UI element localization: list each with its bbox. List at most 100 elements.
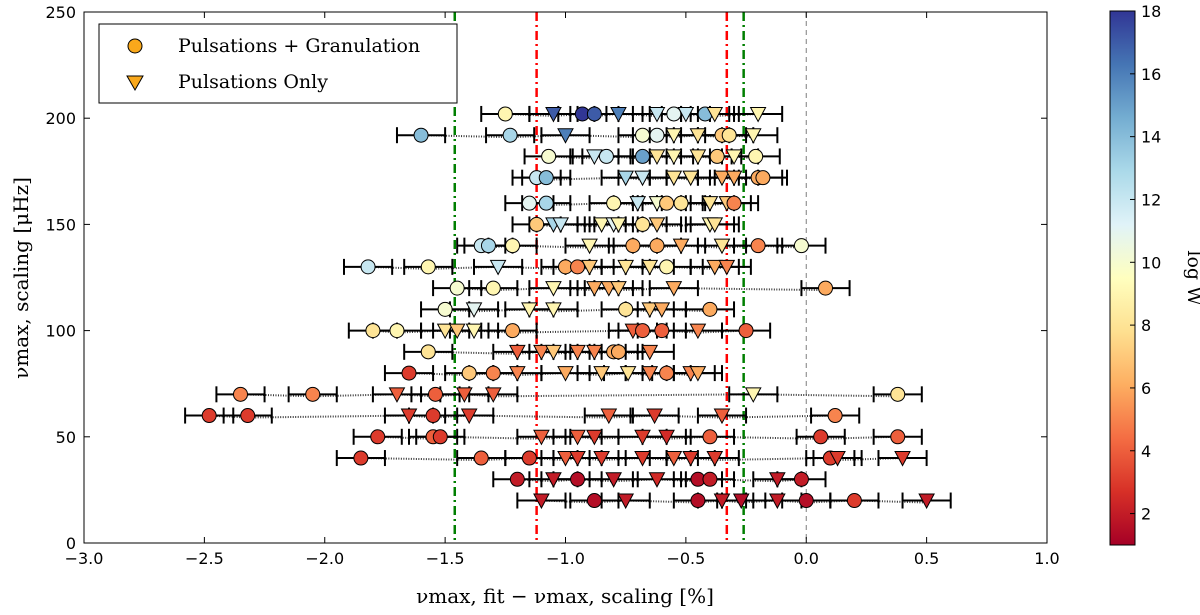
- data-point-triangle: [682, 451, 700, 467]
- colorbar-tick-label: 12: [1141, 190, 1161, 209]
- data-point-triangle: [682, 170, 700, 187]
- x-tick-label: −1.5: [426, 549, 465, 568]
- legend: Pulsations + Granulation Pulsations Only: [98, 23, 458, 104]
- connector-line: [473, 308, 530, 313]
- data-point-triangle: [918, 493, 935, 510]
- colorbar-tick-label: 10: [1141, 253, 1161, 272]
- data-point-triangle: [619, 366, 637, 382]
- data-point-circle: [305, 386, 321, 402]
- data-point-triangle: [725, 149, 743, 165]
- data-point-circle: [726, 195, 742, 211]
- data-point-triangle: [545, 472, 562, 488]
- data-point-triangle: [593, 366, 610, 382]
- data-point-circle: [635, 216, 651, 232]
- data-point-triangle: [388, 387, 406, 403]
- colorbar-tick-label: 14: [1141, 128, 1161, 147]
- data-point-triangle: [521, 302, 538, 318]
- data-markers: [201, 106, 935, 510]
- connector-line: [673, 287, 826, 292]
- connector-line: [854, 499, 927, 504]
- data-point-triangle: [509, 366, 526, 382]
- data-point-circle: [420, 259, 436, 275]
- data-point-circle: [420, 344, 436, 360]
- data-point-triangle: [689, 149, 707, 165]
- y-tick-label: 0: [66, 534, 76, 553]
- data-point-triangle: [465, 302, 483, 318]
- data-point-circle: [635, 323, 651, 339]
- data-point-triangle: [581, 259, 598, 276]
- data-point-circle: [360, 259, 376, 275]
- data-point-triangle: [460, 408, 478, 425]
- data-point-circle: [890, 429, 906, 445]
- colorbar-gradient: [1109, 10, 1136, 546]
- data-point-circle: [818, 280, 834, 296]
- data-point-circle: [437, 301, 453, 317]
- legend-triangle-marker: [126, 75, 144, 92]
- connector-line: [625, 499, 698, 504]
- data-point-triangle: [641, 302, 659, 318]
- x-tick-label: 1.0: [1034, 549, 1059, 568]
- colorbar-ticks: 2 4 6 8 10 12 14 16 18: [1130, 2, 1161, 524]
- data-point-triangle: [665, 170, 683, 187]
- data-point-circle: [702, 429, 718, 445]
- data-point-circle: [709, 148, 725, 164]
- data-point-triangle: [713, 408, 731, 425]
- data-point-triangle: [557, 128, 574, 144]
- y-axis-ticks: 0 50 100 150 200 250: [45, 3, 1047, 553]
- legend-circle-marker: [127, 38, 143, 54]
- data-point-triangle: [569, 344, 586, 361]
- data-point-circle: [598, 148, 614, 164]
- colorbar-label: log W: [1183, 250, 1200, 306]
- data-point-triangle: [489, 259, 507, 276]
- legend-label-granulation: Pulsations + Granulation: [178, 35, 420, 57]
- data-point-triangle: [484, 387, 502, 403]
- data-point-triangle: [701, 196, 719, 212]
- data-point-circle: [606, 195, 622, 211]
- data-point-circle: [521, 195, 537, 211]
- data-point-triangle: [586, 429, 603, 446]
- data-point-circle: [635, 148, 651, 164]
- data-point-circle: [666, 106, 682, 122]
- data-point-circle: [890, 386, 906, 402]
- data-point-circle: [610, 344, 626, 360]
- data-point-triangle: [448, 323, 466, 340]
- data-point-triangle: [689, 128, 707, 144]
- connector-line: [377, 435, 434, 440]
- data-point-triangle: [545, 344, 562, 361]
- data-point-triangle: [713, 170, 731, 187]
- data-point-triangle: [658, 429, 675, 446]
- y-tick-label: 100: [45, 322, 76, 341]
- data-point-circle: [649, 238, 665, 254]
- data-point-triangle: [617, 170, 635, 187]
- x-tick-label: −1.0: [546, 549, 585, 568]
- connector-line: [529, 308, 554, 313]
- data-point-circle: [570, 259, 586, 275]
- data-point-circle: [521, 450, 537, 466]
- data-point-circle: [365, 323, 381, 339]
- data-point-triangle: [665, 128, 683, 144]
- data-point-circle: [502, 127, 518, 143]
- data-point-circle: [461, 365, 477, 381]
- legend-box: [98, 23, 458, 104]
- data-point-triangle: [610, 106, 627, 123]
- data-point-triangle: [581, 238, 598, 255]
- data-point-circle: [538, 170, 554, 186]
- connector-line: [618, 287, 674, 292]
- data-point-triangle: [569, 451, 586, 467]
- y-tick-label: 250: [45, 3, 76, 22]
- data-point-triangle: [706, 259, 724, 276]
- y-tick-label: 200: [45, 109, 76, 128]
- data-point-circle: [659, 365, 675, 381]
- data-point-triangle: [749, 106, 767, 123]
- data-point-triangle: [610, 281, 627, 297]
- data-point-triangle: [648, 149, 666, 165]
- data-point-triangle: [769, 472, 786, 488]
- data-point-circle: [721, 127, 737, 143]
- colorbar-tick-label: 6: [1141, 379, 1151, 398]
- data-point-circle: [485, 365, 501, 381]
- data-point-circle: [635, 127, 651, 143]
- connector-line: [729, 134, 754, 139]
- data-point-circle: [586, 493, 602, 509]
- data-point-triangle: [593, 217, 610, 233]
- connector-line: [820, 435, 898, 440]
